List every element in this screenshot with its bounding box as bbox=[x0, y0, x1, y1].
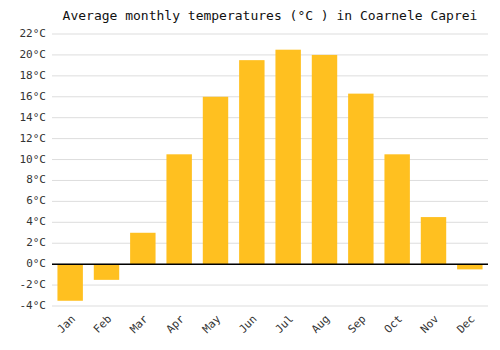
x-tick-label: Oct bbox=[382, 313, 405, 336]
x-tick-label: Sep bbox=[345, 313, 368, 336]
grid-line bbox=[52, 306, 488, 307]
bar bbox=[130, 233, 155, 264]
grid-line bbox=[52, 75, 488, 76]
bar bbox=[348, 94, 373, 265]
bar bbox=[203, 97, 228, 264]
bar bbox=[239, 60, 264, 264]
bar bbox=[94, 264, 119, 280]
y-tick-label: -2°C bbox=[20, 278, 47, 291]
y-tick-label: 2°C bbox=[26, 236, 46, 249]
grid-line bbox=[52, 54, 488, 55]
x-tick-label: Mar bbox=[127, 312, 151, 336]
y-tick-label: 18°C bbox=[20, 69, 47, 82]
grid-line bbox=[52, 180, 488, 181]
x-tick-label: Aug bbox=[309, 313, 332, 336]
y-tick-label: 20°C bbox=[20, 48, 47, 61]
y-tick-label: 6°C bbox=[26, 194, 46, 207]
bars bbox=[57, 50, 482, 301]
y-tick-label: 16°C bbox=[20, 90, 47, 103]
y-tick-label: -4°C bbox=[20, 299, 47, 312]
bar bbox=[57, 264, 82, 301]
grid-line bbox=[52, 138, 488, 139]
title: Average monthly temperatures (°C ) in Co… bbox=[63, 8, 478, 23]
grid-line bbox=[52, 96, 488, 97]
y-tick-label: 8°C bbox=[26, 173, 46, 186]
y-tick-label: 22°C bbox=[20, 27, 47, 40]
zero-line bbox=[52, 263, 488, 265]
grid-line bbox=[52, 264, 488, 265]
y-tick-label: 14°C bbox=[20, 111, 47, 124]
y-tick-label: 0°C bbox=[26, 257, 46, 270]
grid-line bbox=[52, 34, 488, 35]
bar bbox=[166, 154, 191, 264]
y-tick-label: 10°C bbox=[20, 153, 47, 166]
x-tick-label: Dec bbox=[454, 313, 477, 336]
x-tick-label: May bbox=[200, 312, 224, 336]
bar bbox=[384, 154, 409, 264]
x-tick-label: Feb bbox=[91, 313, 114, 336]
grid-line bbox=[52, 201, 488, 202]
y-ticks: -4°C -2°C 0°C 2°C 4°C 6°C 8°C 10°C 12°C 14°C 16°C 1… bbox=[20, 27, 47, 312]
grid-line bbox=[52, 285, 488, 286]
y-tick-label: 12°C bbox=[20, 132, 47, 145]
chart-svg: -4°C -2°C 0°C 2°C 4°C 6°C 8°C 10°C 12°C 14°C 16°C 1… bbox=[0, 0, 500, 350]
x-ticks: Jan Feb Mar Apr May Jun Jul Aug Sep Oct Nov Dec bbox=[55, 312, 478, 336]
x-tick-label: Jun bbox=[236, 313, 259, 336]
x-tick-label: Jan bbox=[55, 313, 78, 336]
chart-container: -4°C -2°C 0°C 2°C 4°C 6°C 8°C 10°C 12°C 14°C 16°C 1… bbox=[0, 0, 500, 350]
x-tick-label: Apr bbox=[164, 312, 188, 336]
x-tick-label: Nov bbox=[418, 312, 442, 336]
y-tick-label: 4°C bbox=[26, 215, 46, 228]
bar bbox=[421, 217, 446, 264]
grid-line bbox=[52, 117, 488, 118]
bar bbox=[457, 264, 482, 269]
grid-line bbox=[52, 159, 488, 160]
bar bbox=[275, 50, 300, 264]
bar bbox=[312, 55, 337, 264]
grid bbox=[52, 34, 488, 306]
x-tick-label: Jul bbox=[273, 313, 296, 336]
